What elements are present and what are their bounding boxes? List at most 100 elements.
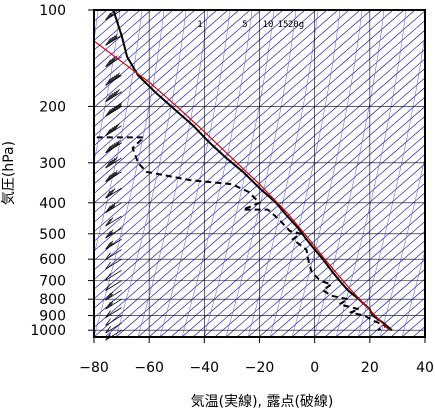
isotherm-line [94,10,207,108]
wind-barb-feather [105,230,111,239]
wind-barb-feather [105,190,111,199]
y-axis-title: 気圧(hPa) [1,141,17,205]
wind-barb-feather [105,242,111,250]
wind-barb-feather [105,205,111,214]
isotherm-line [94,10,328,214]
wind-barb-feather [109,106,116,114]
wind-barb-feather [107,107,114,116]
isotherm-line [94,39,425,328]
wind-barb-feather [109,91,116,100]
isotherm-line [324,249,425,337]
wind-barb-feather [111,141,118,149]
wind-barb-feather [111,33,118,42]
mixing-ratio-label: 10 [263,20,274,30]
wind-barb [105,202,122,214]
y-tick-label: 400 [39,196,66,212]
moist-adiabat-line [379,155,425,337]
x-tick-label: 0 [310,360,319,376]
wind-barb-feather [107,93,114,101]
wind-barb-feather [107,36,114,45]
y-tick-label: 600 [39,252,66,268]
isotherm-line [94,10,372,252]
wind-barb-feather [107,58,114,66]
isotherm-line [94,10,394,271]
isotherm-line [94,10,185,89]
isotherm-line [137,87,425,337]
isotherm-line [94,10,405,281]
wind-barb-feather [114,103,120,112]
wind-barb-half-feather [109,293,113,298]
dewpoint-line [96,136,388,332]
x-axis-title: 気温(実線), 露点(破線) [191,394,334,410]
isotherm-line [225,163,425,337]
isotherm-line [115,67,425,337]
wind-barb-half-feather [109,302,113,307]
wind-barb-feather [107,229,114,237]
moist-adiabat-line [203,10,275,337]
moist-adiabat-line [291,10,363,337]
wind-barb [105,249,122,260]
isotherm-line [346,268,425,337]
wind-barb [105,227,122,239]
wind-barb [105,187,122,199]
wind-barb-staff [105,322,122,334]
isotherm-line [94,10,361,242]
wind-barb [105,122,122,137]
wind-barb-feather [105,59,111,68]
isotherm-line [313,240,425,337]
moist-adiabat-line [225,10,297,337]
isotherm-line [94,10,416,290]
isotherm-line [94,10,350,233]
mixing-ratio-label: 15 [278,20,289,30]
wind-barb-feather [107,300,114,309]
mixing-ratio-labels: 1 5 10 15 20g [197,20,304,30]
wind-barb [105,88,122,103]
wind-barb-feather [109,202,116,211]
isotherm-line [94,29,425,319]
wind-barb [105,33,122,46]
isotherm-lines [94,10,425,337]
wind-barb-feather [111,124,118,132]
moist-adiabat-line [269,10,341,337]
y-tick-label: 1000 [30,323,66,339]
wind-barb-feather [105,218,111,227]
wind-barb [105,9,122,21]
moist-adiabat-line [335,10,407,337]
isotherm-line [94,10,163,70]
wind-barb-feather [105,261,111,270]
wind-barb-feather [109,125,116,134]
isotherm-line [247,182,425,337]
wind-barb-feather [109,35,116,43]
wind-barb-feather [111,55,118,63]
isotherm-line [401,316,425,337]
isotherm-line [104,58,425,337]
isotherm-line [280,211,425,337]
isotherm-line [94,10,240,137]
moist-adiabat-line [357,31,425,337]
x-tick-label: 20 [361,360,379,376]
wind-barb-feather [105,12,111,21]
wind-barb-feather [109,188,116,196]
isotherm-line [302,230,425,337]
moist-adiabat-line [94,10,165,337]
y-tick-label: 900 [39,309,66,325]
wind-barb-feather [114,88,120,97]
x-tick-label: −60 [134,360,164,376]
wind-barb-feather [111,156,118,165]
isotherm-line [291,220,425,337]
wind-barb-feather [105,252,111,260]
wind-barb-feather [107,173,114,181]
wind-barb [105,280,122,291]
isotherm-line [192,134,425,337]
wind-barb [105,72,122,86]
y-tick-label: 300 [39,156,66,172]
wind-barb [105,140,122,154]
wind-barb [105,307,122,318]
wind-barb-staff [105,249,122,260]
isotherm-line [94,10,174,80]
wind-barb-half-feather [109,231,113,236]
wind-barb-feather [114,72,120,80]
wind-barb [105,102,123,117]
wind-barb-half-feather [109,242,113,247]
